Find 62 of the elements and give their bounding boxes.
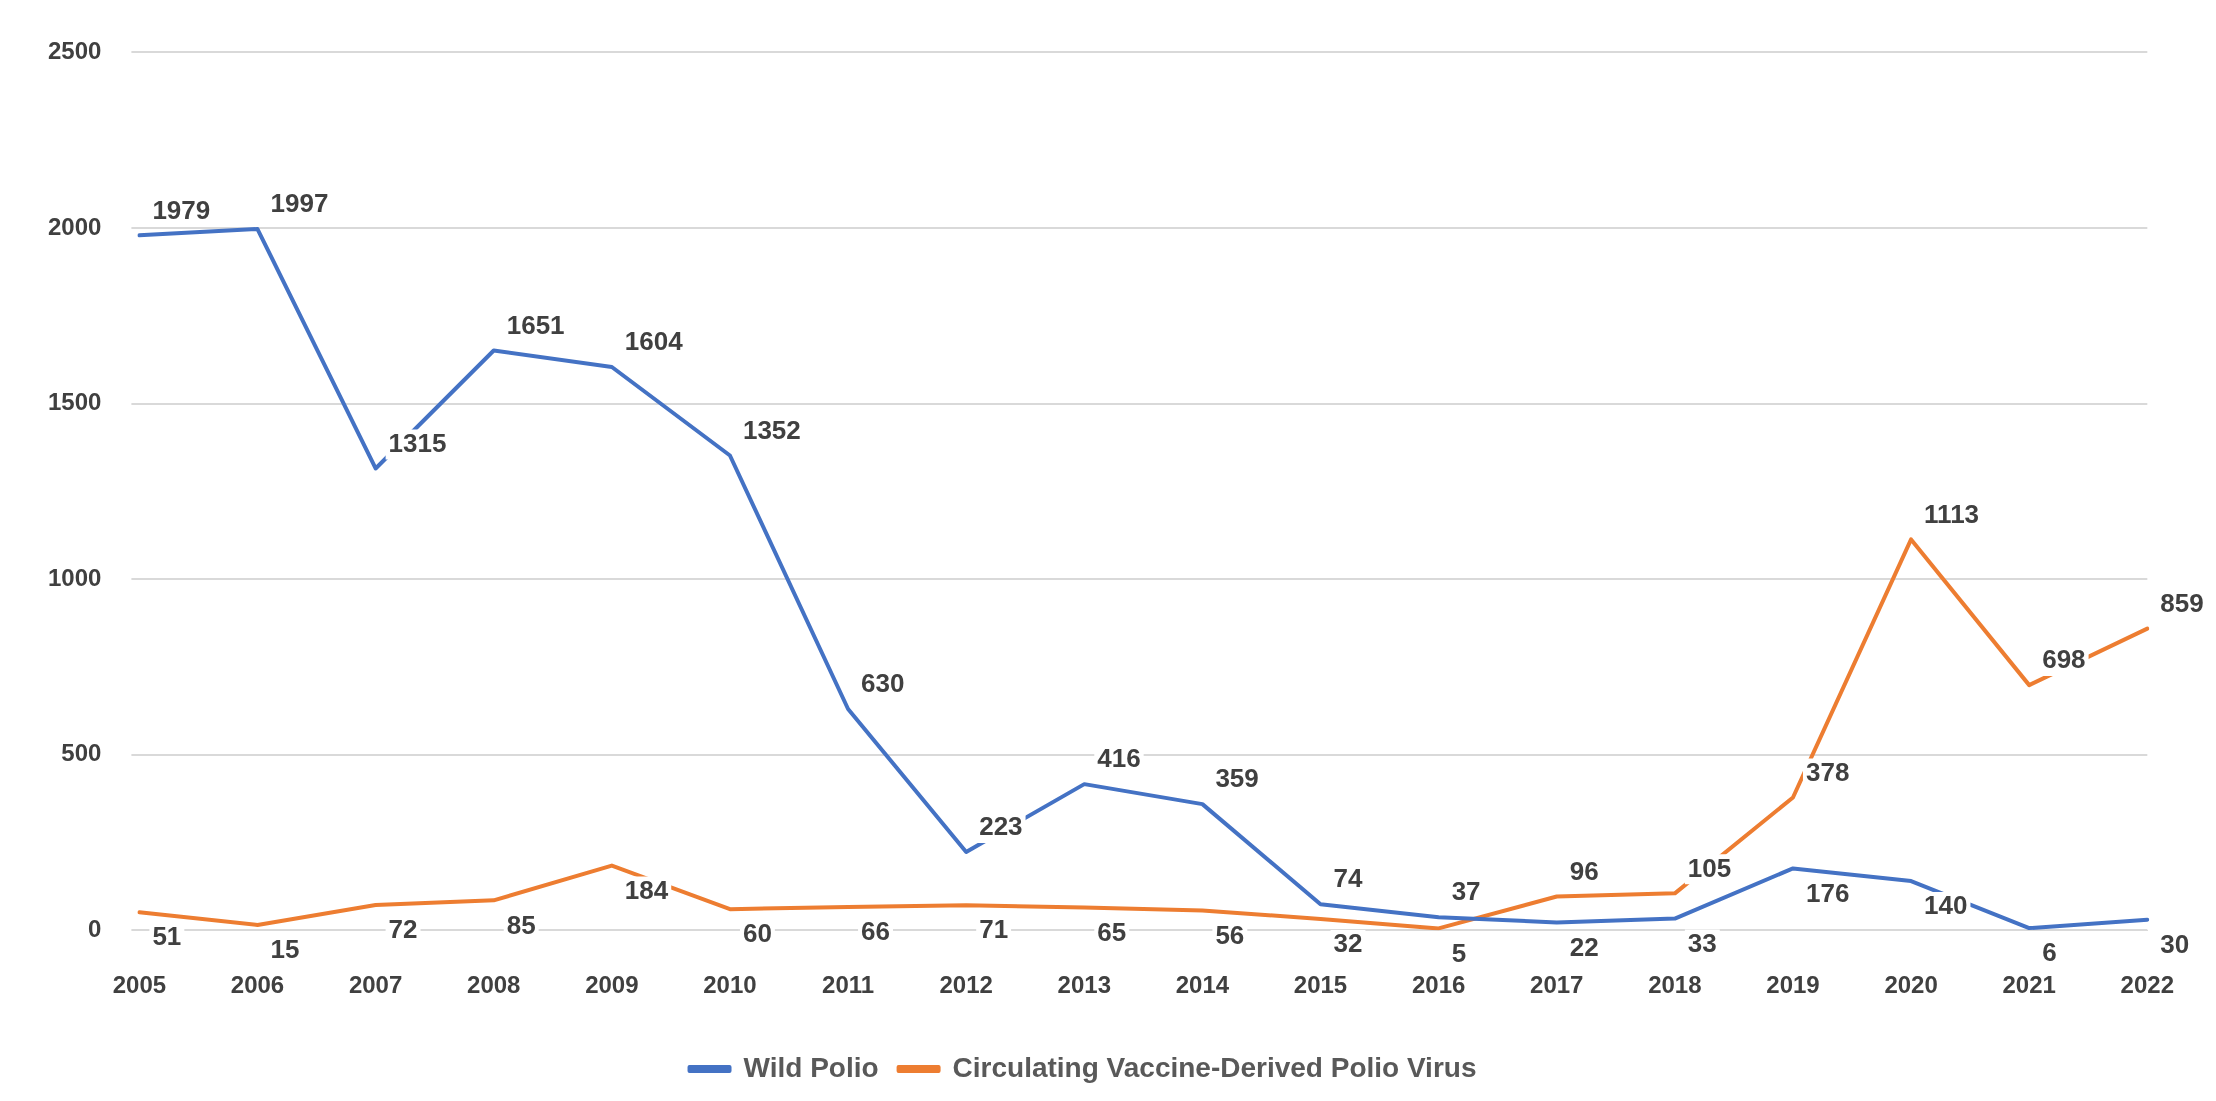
x-tick-label: 2011 (822, 971, 875, 999)
data-label: 6 (2042, 937, 2057, 968)
legend-label: Circulating Vaccine-Derived Polio Virus (952, 1051, 1477, 1083)
data-label: 223 (979, 811, 1023, 842)
data-label: 56 (1215, 919, 1245, 950)
x-tick-label: 2018 (1648, 971, 1702, 999)
x-tick-label: 2013 (1057, 971, 1111, 999)
data-label: 96 (1569, 855, 1599, 886)
x-tick-label: 2021 (2002, 971, 2056, 999)
y-tick-label: 0 (88, 914, 102, 942)
y-tick-label: 2000 (48, 212, 102, 240)
data-label: 176 (1805, 877, 1850, 908)
x-tick-label: 2008 (467, 971, 521, 999)
x-tick-label: 2022 (2120, 971, 2174, 999)
data-label: 71 (979, 914, 1009, 945)
x-tick-label: 2016 (1411, 971, 1466, 999)
data-label: 51 (152, 921, 182, 952)
data-label: 105 (1687, 852, 1732, 883)
data-label: 32 (1333, 928, 1363, 959)
x-tick-label: 2019 (1766, 971, 1820, 999)
x-tick-label: 2014 (1175, 971, 1230, 999)
data-label: 74 (1333, 863, 1363, 894)
data-label: 66 (861, 916, 890, 947)
y-tick-label: 1500 (48, 388, 102, 416)
data-label: 184 (624, 874, 669, 905)
data-label: 1604 (624, 326, 684, 357)
data-label: 1113 (1924, 498, 1980, 529)
data-label: 140 (1924, 890, 1968, 921)
data-label: 1651 (506, 309, 565, 340)
data-label: 5 (1451, 937, 1467, 968)
data-label: 15 (270, 934, 300, 965)
data-label: 1315 (388, 427, 447, 458)
y-tick-label: 500 (61, 739, 102, 767)
data-label: 416 (1097, 743, 1141, 774)
x-tick-label: 2020 (1884, 971, 1938, 999)
data-label: 72 (388, 914, 418, 945)
legend-label: Wild Polio (743, 1051, 879, 1083)
data-label: 37 (1451, 876, 1481, 907)
data-label: 85 (506, 909, 536, 940)
x-tick-label: 2015 (1293, 971, 1348, 999)
data-label: 33 (1687, 927, 1717, 958)
x-tick-label: 2005 (112, 971, 167, 999)
x-tick-label: 2006 (230, 971, 285, 999)
data-label: 1352 (742, 414, 801, 445)
x-tick-label: 2017 (1530, 971, 1584, 999)
data-label: 60 (742, 918, 772, 949)
data-label: 1997 (270, 188, 329, 219)
y-tick-label: 2500 (48, 37, 102, 65)
x-tick-label: 2007 (348, 971, 403, 999)
data-label: 65 (1097, 916, 1127, 947)
data-label: 30 (2160, 928, 2190, 959)
data-label: 359 (1215, 763, 1259, 794)
x-tick-label: 2010 (703, 971, 757, 999)
data-label: 22 (1569, 931, 1599, 962)
data-label: 698 (2042, 644, 2086, 675)
data-label: 1979 (152, 194, 211, 225)
y-tick-label: 1000 (48, 563, 102, 591)
x-tick-label: 2009 (585, 971, 639, 999)
data-label: 630 (861, 668, 905, 699)
x-tick-label: 2012 (939, 971, 993, 999)
data-label: 378 (1805, 756, 1850, 787)
data-label: 859 (2160, 587, 2204, 618)
